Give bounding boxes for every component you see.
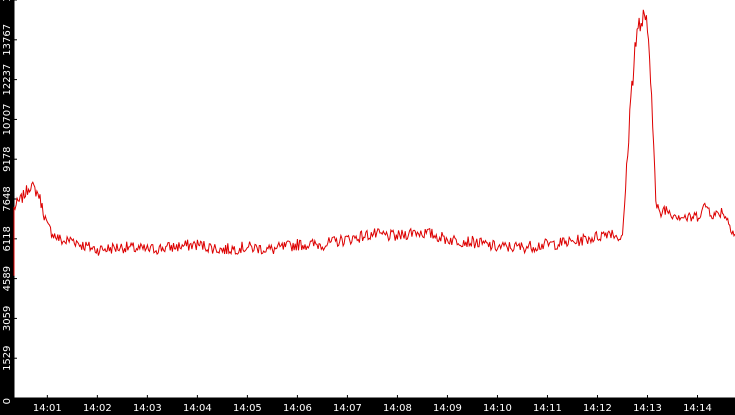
x-tick-label: 14:04 <box>183 403 212 414</box>
x-tick-label: 14:07 <box>333 403 362 414</box>
x-tick-label: 14:12 <box>583 403 612 414</box>
y-tick-label: 12237 <box>2 64 13 96</box>
x-tick-labels: 14:01 14:02 14:03 14:04 14:05 14:06 14:07 14:08… <box>33 395 712 414</box>
y-tick-label: 9178 <box>2 146 13 171</box>
x-tick-label: 14:09 <box>433 403 462 414</box>
y-tick-labels: 0 1529 3059 4589 6118 7648 9178 10707 12237 13767… <box>2 0 17 404</box>
y-tick-label: 7648 <box>2 186 13 211</box>
x-tick-label: 14:13 <box>633 403 662 414</box>
x-tick-label: 14:03 <box>133 403 162 414</box>
x-tick-label: 14:14 <box>683 403 712 414</box>
x-tick-label: 14:02 <box>83 403 112 414</box>
y-tick-label: 10707 <box>2 104 13 136</box>
x-tick-label: 14:11 <box>533 403 562 414</box>
x-tick-label: 14:08 <box>383 403 412 414</box>
y-tick-label: 15297 <box>2 0 13 2</box>
y-tick-label: 1529 <box>2 345 13 370</box>
plot-background <box>14 0 735 398</box>
y-tick-label: 4589 <box>2 266 13 291</box>
x-tick-label: 14:05 <box>233 403 262 414</box>
x-tick-label: 14:01 <box>33 403 62 414</box>
y-tick-label: 0 <box>2 398 13 404</box>
x-tick-label: 14:10 <box>483 403 512 414</box>
y-tick-label: 13767 <box>2 24 13 56</box>
x-tick-label: 14:06 <box>283 403 312 414</box>
y-tick-label: 6118 <box>2 226 13 251</box>
series-line <box>13 9 735 276</box>
y-tick-label: 3059 <box>2 306 13 331</box>
